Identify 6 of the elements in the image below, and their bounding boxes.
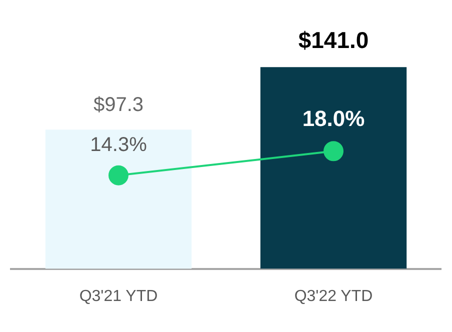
- data-label: $97.3: [93, 94, 144, 116]
- data-label: 18.0%: [302, 106, 365, 132]
- data-label: 14.3%: [90, 134, 148, 156]
- data-label: $141.0: [298, 27, 369, 54]
- x-tick-label: Q3'21 YTD: [79, 288, 158, 305]
- x-tick-label: Q3'22 YTD: [294, 288, 373, 305]
